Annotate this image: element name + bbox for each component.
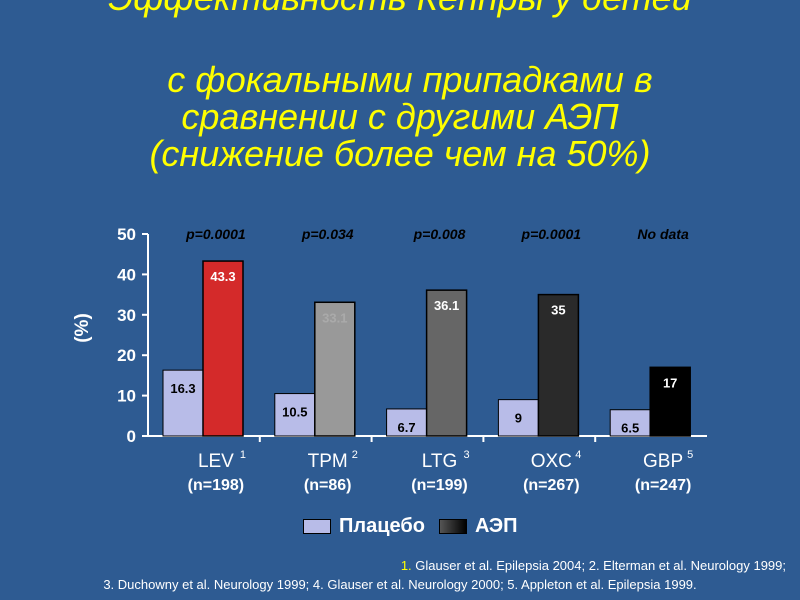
category-superscript: 2 <box>352 449 358 461</box>
legend-label-aed: АЭП <box>474 514 518 537</box>
bar-aed <box>425 289 468 437</box>
y-tick-label: 20 <box>117 346 136 365</box>
n-label: (n=198) <box>188 477 244 494</box>
y-tick-label: 30 <box>117 306 136 325</box>
y-tick-label: 10 <box>117 387 136 406</box>
category-superscript: 1 <box>240 449 246 461</box>
y-axis-label: (%) <box>72 313 93 343</box>
n-label: (n=267) <box>523 477 579 494</box>
n-label: (n=247) <box>635 477 691 494</box>
bar-label-placebo: 6.5 <box>621 421 639 436</box>
bar-placebo <box>386 408 428 437</box>
p-value-label: p=0.034 <box>301 226 354 242</box>
category-superscript: 3 <box>464 449 470 461</box>
category-superscript: 5 <box>687 449 693 461</box>
bar-label-placebo: 16.3 <box>170 381 195 396</box>
bar-label-aed: 43.3 <box>210 269 235 284</box>
y-tick-label: 50 <box>117 225 136 244</box>
n-label: (n=86) <box>304 477 352 494</box>
bar-label-placebo: 10.5 <box>282 405 307 420</box>
category-label: GBP <box>643 451 683 472</box>
title-line-0: Эффективность Кеппры у детей <box>0 0 800 18</box>
category-superscript: 4 <box>575 449 581 461</box>
bar-label-aed: 17 <box>663 375 677 390</box>
p-value-label: p=0.0001 <box>521 226 582 242</box>
p-value-label: p=0.0001 <box>185 226 246 242</box>
category-label: LTG <box>422 451 458 472</box>
category-label: LEV <box>198 451 234 472</box>
bar-placebo <box>162 369 204 437</box>
bar-placebo <box>497 399 539 437</box>
reference-text-1: Glauser et al. Epilepsia 2004; 2. Elterm… <box>411 558 786 573</box>
category-label: OXC <box>531 451 572 472</box>
legend-swatch-aed <box>438 518 467 534</box>
y-tick-label: 0 <box>127 427 136 446</box>
title-line-1: с фокальными припадками в <box>167 59 653 100</box>
reference-line-2: 3. Duchowny et al. Neurology 1999; 4. Gl… <box>103 577 697 592</box>
title-line-3: (снижение более чем на 50%) <box>149 133 651 174</box>
bar-label-aed: 36.1 <box>434 298 459 313</box>
p-value-label: p=0.008 <box>413 226 466 242</box>
legend: Плацебо АЭП <box>303 515 518 537</box>
category-label: TPM <box>308 451 348 472</box>
bar-aed <box>202 260 244 437</box>
n-label: (n=199) <box>411 477 467 494</box>
y-tick-label: 40 <box>117 265 136 284</box>
legend-label-placebo: Плацебо <box>339 514 425 537</box>
bar-label-placebo: 9 <box>515 411 522 426</box>
reference-number: 1. <box>400 558 412 573</box>
bar-aed <box>537 293 580 437</box>
title-line-2: сравнении с другими АЭП <box>181 96 619 137</box>
p-value-label: No data <box>637 226 689 242</box>
reference-line-1: 1. Glauser et al. Epilepsia 2004; 2. Elt… <box>0 558 800 573</box>
bar-label-placebo: 6.7 <box>398 420 416 435</box>
bar-label-aed: 35 <box>551 303 565 318</box>
bar-aed <box>314 301 356 437</box>
bar-label-aed: 33.1 <box>322 310 347 325</box>
legend-swatch-placebo <box>303 518 331 534</box>
bar-aed <box>649 366 691 437</box>
